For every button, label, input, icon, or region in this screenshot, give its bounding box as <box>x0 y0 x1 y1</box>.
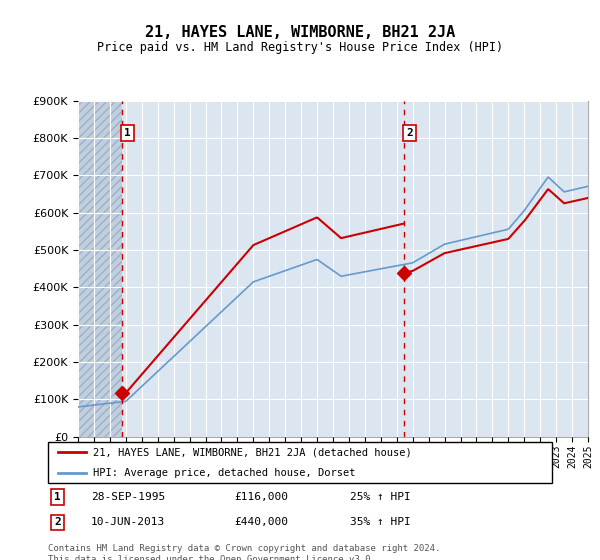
Text: 1: 1 <box>54 492 61 502</box>
Text: Contains HM Land Registry data © Crown copyright and database right 2024.
This d: Contains HM Land Registry data © Crown c… <box>48 544 440 560</box>
Text: 35% ↑ HPI: 35% ↑ HPI <box>350 517 411 528</box>
Text: 1: 1 <box>124 128 131 138</box>
Bar <box>78 101 122 437</box>
Text: £440,000: £440,000 <box>235 517 289 528</box>
Text: Price paid vs. HM Land Registry's House Price Index (HPI): Price paid vs. HM Land Registry's House … <box>97 41 503 54</box>
Text: 28-SEP-1995: 28-SEP-1995 <box>91 492 165 502</box>
Text: HPI: Average price, detached house, Dorset: HPI: Average price, detached house, Dors… <box>94 468 356 478</box>
Text: 2: 2 <box>406 128 413 138</box>
Text: £116,000: £116,000 <box>235 492 289 502</box>
Text: 21, HAYES LANE, WIMBORNE, BH21 2JA (detached house): 21, HAYES LANE, WIMBORNE, BH21 2JA (deta… <box>94 447 412 458</box>
Text: 25% ↑ HPI: 25% ↑ HPI <box>350 492 411 502</box>
Text: 10-JUN-2013: 10-JUN-2013 <box>91 517 165 528</box>
FancyBboxPatch shape <box>48 442 552 483</box>
Text: 21, HAYES LANE, WIMBORNE, BH21 2JA: 21, HAYES LANE, WIMBORNE, BH21 2JA <box>145 25 455 40</box>
Text: 2: 2 <box>54 517 61 528</box>
Bar <box>78 101 122 437</box>
